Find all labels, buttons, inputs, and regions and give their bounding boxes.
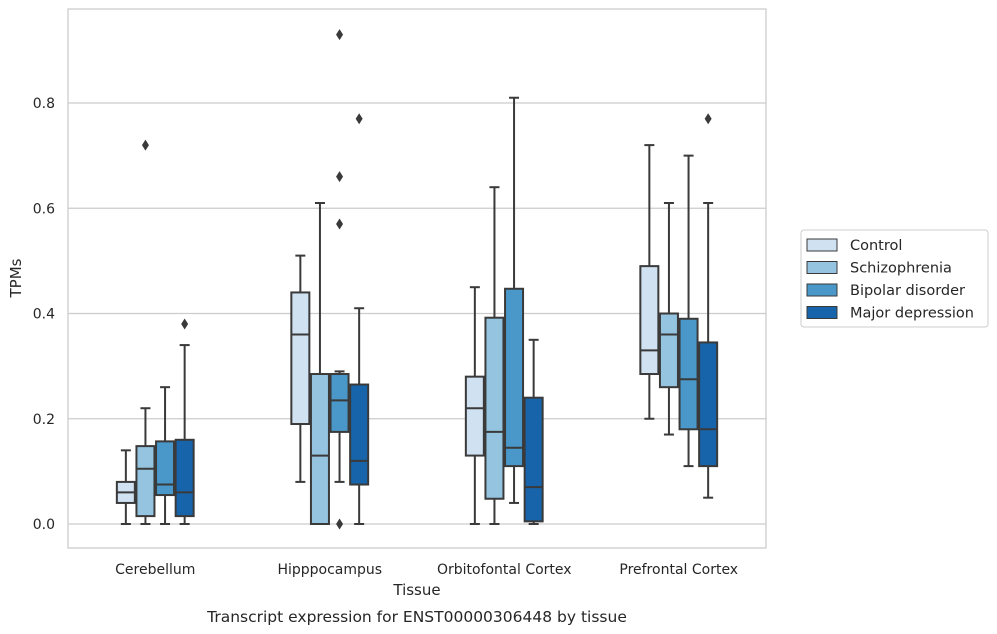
series-control [115,144,660,525]
box-iqr [290,291,311,426]
box-iqr [698,341,719,468]
box-iqr [639,265,660,376]
box-iqr [658,312,679,389]
box [135,139,156,525]
box-iqr [309,373,330,525]
x-tick-label: Orbitofontal Cortex [437,562,572,578]
legend-swatch [806,261,838,274]
box [464,286,485,525]
x-axis-label: Tissue [392,581,440,599]
series-major-depression [174,113,719,525]
legend-label: Bipolar disorder [850,283,965,299]
box-iqr [484,316,505,500]
box [678,154,699,468]
outlier-point [336,218,344,230]
box [698,113,719,499]
x-tick-label: Hipppocampus [277,562,382,578]
legend-items: Control Schizophrenia Bipolar disorder Majo… [806,238,974,322]
box-iqr [504,287,525,468]
box [309,201,330,525]
y-tick-label: 0.8 [33,96,55,112]
box [484,186,505,525]
y-tick-label: 0.2 [33,412,55,428]
outlier-point [336,518,344,530]
box [115,449,136,525]
box [329,29,350,530]
box-iqr [349,383,370,486]
outlier-point [336,171,344,183]
y-axis-label: TPMs [7,258,25,298]
box-iqr [523,396,544,523]
box [504,96,525,504]
box-iqr [678,317,699,431]
box-series [115,29,719,530]
box [523,338,544,525]
plot-frame [67,8,767,549]
outlier-point [141,139,149,151]
chart-caption: Transcript expression for ENST0000030644… [206,608,627,626]
y-tick-label: 0.6 [33,201,55,217]
box-iqr [135,445,156,518]
box [658,201,679,436]
box [290,254,311,483]
y-tick-label: 0.0 [33,517,55,533]
box [174,318,195,525]
box-iqr [464,375,485,457]
x-tick-labels: Cerebellum Hipppocampus Orbitofontal Corte… [115,562,738,578]
outlier-point [181,318,189,330]
y-tick-labels: 0.0 0.2 0.4 0.6 0.8 [33,96,55,533]
legend-label: Control [850,238,902,254]
outlier-point [704,113,712,125]
box-iqr [155,440,176,497]
box [155,386,176,525]
y-tick-label: 0.4 [33,307,55,323]
legend: Control Schizophrenia Bipolar disorder Majo… [800,229,989,328]
outlier-point [336,29,344,41]
box-iqr [174,438,195,518]
outlier-point [355,113,363,125]
box-iqr [329,373,350,433]
x-tick-label: Cerebellum [115,562,195,578]
legend-frame [800,229,989,328]
legend-label: Schizophrenia [850,261,952,277]
legend-swatch [806,306,838,319]
box [349,113,370,525]
legend-swatch [806,238,838,252]
box [639,144,660,420]
series-bipolar-disorder [155,29,699,530]
series-schizophrenia [135,139,679,525]
legend-swatch [806,283,838,297]
x-tick-label: Prefrontal Cortex [619,562,738,578]
legend-label: Major depression [850,306,974,322]
